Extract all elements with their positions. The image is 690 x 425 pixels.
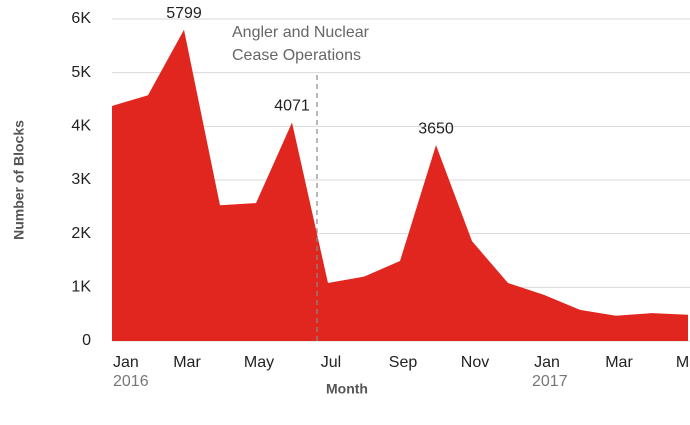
area [112, 29, 688, 342]
value-label: 4071 [274, 98, 310, 115]
x-tick-label: Jul [321, 354, 341, 371]
y-tick-label: 5K [71, 64, 91, 81]
y-axis-title: Number of Blocks [11, 120, 27, 240]
x-tick-label: Jan [113, 354, 139, 371]
y-tick-label: 1K [71, 279, 91, 296]
x-year-label: 2017 [532, 373, 568, 390]
y-tick-label: 4K [71, 118, 91, 135]
value-label: 3650 [418, 120, 454, 137]
x-tick-label: May [244, 354, 274, 371]
value-label: 5799 [166, 5, 202, 22]
x-year-label: 2016 [113, 373, 149, 390]
x-axis-title: Month [326, 381, 368, 397]
y-tick-label: 0 [82, 332, 91, 349]
x-tick-label: May [676, 354, 690, 371]
y-tick-label: 3K [71, 171, 91, 188]
y-tick-label: 2K [71, 225, 91, 242]
x-tick-label: Mar [173, 354, 201, 371]
x-tick-label: Nov [461, 354, 489, 371]
annotation-text: Angler and Nuclear [232, 24, 370, 41]
y-tick-label: 6K [71, 10, 91, 27]
x-tick-label: Mar [605, 354, 633, 371]
x-tick-label: Sep [389, 354, 418, 371]
annotation-text: Cease Operations [232, 47, 361, 64]
x-tick-label: Jan [534, 354, 560, 371]
